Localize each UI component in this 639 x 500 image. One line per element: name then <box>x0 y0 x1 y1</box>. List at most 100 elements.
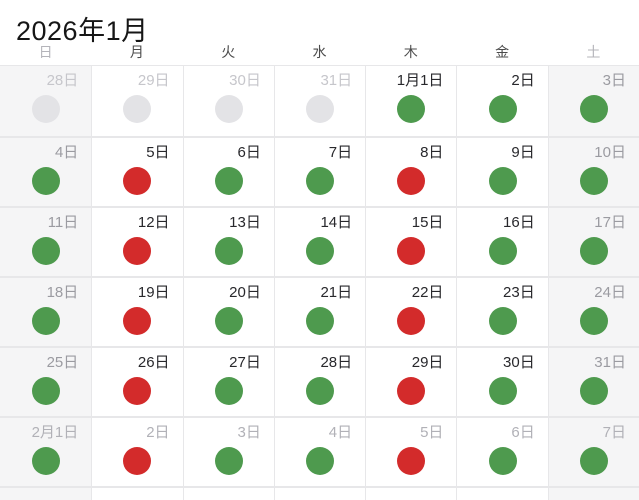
calendar-cell[interactable]: 3日 <box>182 416 274 486</box>
green-status-dot-icon <box>488 447 517 475</box>
calendar-cell[interactable]: 20日 <box>182 276 274 346</box>
calendar-cell[interactable]: 22日 <box>365 276 457 346</box>
calendar-cell[interactable]: 2日 <box>91 416 183 486</box>
calendar-cell[interactable]: 27日 <box>182 346 274 416</box>
red-status-dot-icon <box>123 447 152 475</box>
green-status-dot-icon <box>214 447 243 475</box>
date-label: 6日 <box>237 144 261 161</box>
calendar-cell[interactable]: 26日 <box>91 346 183 416</box>
calendar-cell[interactable]: 2月1日 <box>0 416 92 486</box>
date-label: 12日 <box>137 214 170 231</box>
gray-status-dot-icon <box>214 95 243 123</box>
date-label: 11日 <box>47 214 79 231</box>
green-status-dot-icon <box>305 377 334 405</box>
red-status-dot-icon <box>397 237 426 265</box>
date-label: 3日 <box>602 72 626 89</box>
calendar-cell[interactable]: 31日 <box>547 346 639 416</box>
calendar-cell[interactable]: 30日 <box>456 346 548 416</box>
calendar-cell[interactable]: 25日 <box>0 346 92 416</box>
calendar-cell[interactable]: 5日 <box>91 136 183 206</box>
calendar-cell[interactable]: 9日 <box>456 136 548 206</box>
calendar-cell[interactable]: 24日 <box>547 276 639 346</box>
green-status-dot-icon <box>488 237 517 265</box>
weekday-header-sun: 日 <box>38 44 53 60</box>
calendar-cell: 28日 <box>0 66 92 136</box>
gray-status-dot-icon <box>31 95 60 123</box>
date-label: 16日 <box>503 214 535 231</box>
date-label: 1月1日 <box>396 72 444 89</box>
red-status-dot-icon <box>397 447 426 475</box>
calendar-cell[interactable]: 19日 <box>91 276 183 346</box>
calendar-cell[interactable]: 12日 <box>91 206 183 276</box>
date-label: 21日 <box>320 284 353 301</box>
green-status-dot-icon <box>31 237 60 265</box>
date-label: 3日 <box>237 424 261 441</box>
red-status-dot-icon <box>123 307 152 335</box>
date-label: 2日 <box>511 72 535 89</box>
calendar-cell: 30日 <box>182 66 274 136</box>
date-label: 9日 <box>511 144 535 161</box>
date-label: 30日 <box>503 354 535 371</box>
calendar-cell-clipped <box>0 486 92 500</box>
date-label: 19日 <box>137 284 170 301</box>
red-status-dot-icon <box>397 307 426 335</box>
green-status-dot-icon <box>31 307 60 335</box>
calendar-cell[interactable]: 4日 <box>0 136 92 206</box>
calendar-cell[interactable]: 18日 <box>0 276 92 346</box>
calendar-cell[interactable]: 17日 <box>547 206 639 276</box>
weekday-header-mon: 月 <box>129 44 144 60</box>
calendar-cell[interactable]: 7日 <box>547 416 639 486</box>
date-label: 29日 <box>411 354 444 371</box>
green-status-dot-icon <box>214 237 243 265</box>
calendar-cell[interactable]: 10日 <box>547 136 639 206</box>
date-label: 28日 <box>46 72 79 89</box>
green-status-dot-icon <box>31 377 60 405</box>
date-label: 7日 <box>602 424 626 441</box>
calendar-cell[interactable]: 29日 <box>365 346 457 416</box>
calendar-cell-clipped <box>182 486 274 500</box>
green-status-dot-icon <box>579 95 608 123</box>
weekday-header-tue: 火 <box>221 44 236 60</box>
date-label: 28日 <box>320 354 353 371</box>
calendar-cell[interactable]: 7日 <box>273 136 366 206</box>
calendar-cell[interactable]: 16日 <box>456 206 548 276</box>
calendar-cell[interactable]: 14日 <box>273 206 366 276</box>
calendar-cell[interactable]: 11日 <box>0 206 92 276</box>
calendar-cell[interactable]: 6日 <box>456 416 548 486</box>
date-label: 2日 <box>146 424 170 441</box>
calendar-cell[interactable]: 6日 <box>182 136 274 206</box>
date-label: 18日 <box>46 284 79 301</box>
date-label: 30日 <box>229 72 261 89</box>
calendar-cell[interactable]: 28日 <box>273 346 366 416</box>
date-label: 2月1日 <box>31 424 79 441</box>
calendar-cell[interactable]: 23日 <box>456 276 548 346</box>
calendar-cell[interactable]: 1月1日 <box>365 66 457 136</box>
green-status-dot-icon <box>214 167 243 195</box>
green-status-dot-icon <box>579 237 608 265</box>
green-status-dot-icon <box>488 377 517 405</box>
date-label: 22日 <box>411 284 444 301</box>
weekday-header-wed: 水 <box>312 44 327 60</box>
red-status-dot-icon <box>123 377 152 405</box>
date-label: 15日 <box>411 214 444 231</box>
calendar-cell[interactable]: 8日 <box>365 136 457 206</box>
calendar-cell: 29日 <box>91 66 183 136</box>
green-status-dot-icon <box>397 95 426 123</box>
calendar-cell[interactable]: 13日 <box>182 206 274 276</box>
red-status-dot-icon <box>123 237 152 265</box>
calendar-cell[interactable]: 5日 <box>365 416 457 486</box>
calendar-cell-clipped <box>547 486 639 500</box>
calendar-cell[interactable]: 3日 <box>547 66 639 136</box>
calendar-cell[interactable]: 2日 <box>456 66 548 136</box>
calendar-cell[interactable]: 4日 <box>273 416 366 486</box>
green-status-dot-icon <box>305 167 334 195</box>
calendar-cell-clipped <box>91 486 183 500</box>
date-label: 27日 <box>229 354 261 371</box>
calendar-cell[interactable]: 21日 <box>273 276 366 346</box>
calendar-cell-clipped <box>456 486 548 500</box>
green-status-dot-icon <box>214 307 243 335</box>
green-status-dot-icon <box>31 447 60 475</box>
green-status-dot-icon <box>579 307 608 335</box>
weekday-header-fri: 金 <box>495 44 510 60</box>
calendar-cell[interactable]: 15日 <box>365 206 457 276</box>
